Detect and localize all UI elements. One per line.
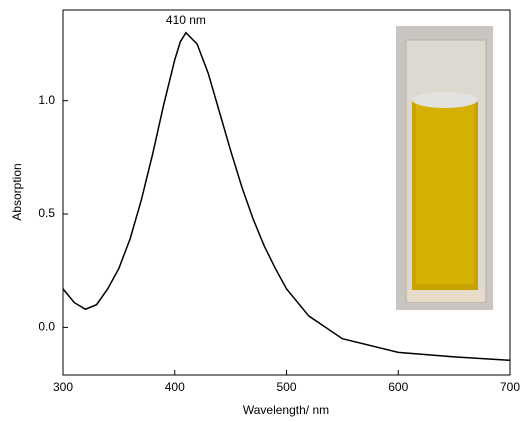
y-axis-label: Absorption [10,163,24,220]
y-tick-label: 0.5 [38,206,55,220]
x-tick-label: 500 [276,380,296,394]
cuvette-photo [396,26,493,310]
x-tick-label: 400 [165,380,185,394]
x-axis-label: Wavelength/ nm [243,403,329,417]
y-tick-label: 1.0 [38,93,55,107]
x-tick-label: 300 [53,380,73,394]
y-tick-label: 0.0 [38,320,55,334]
peak-annotation: 410 nm [166,13,206,27]
x-tick-label: 700 [500,380,520,394]
spectrum-line [62,31,511,362]
x-tick-label: 600 [388,380,408,394]
